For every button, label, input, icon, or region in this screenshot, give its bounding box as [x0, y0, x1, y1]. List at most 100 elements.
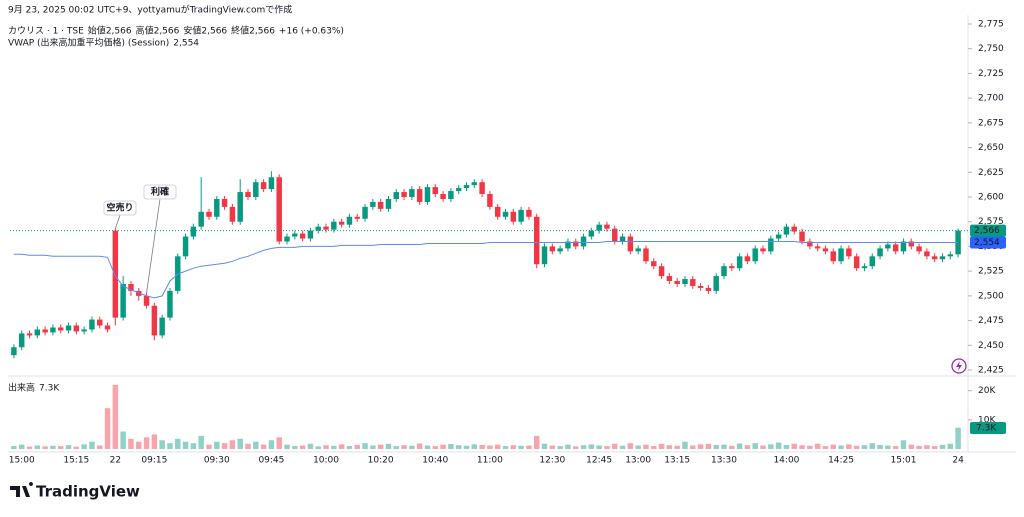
volume-bar — [463, 445, 470, 449]
volume-bar — [409, 445, 415, 449]
volume-bar — [604, 446, 610, 449]
volume-bar — [159, 440, 165, 449]
candle-body — [768, 238, 774, 252]
candle-body — [128, 283, 134, 291]
y-tick-label: 2,450 — [978, 341, 1004, 351]
volume-bar — [526, 445, 532, 449]
candle-body — [42, 329, 48, 333]
candle-body — [791, 226, 797, 232]
volume-bar — [924, 445, 930, 449]
volume-bar — [362, 443, 368, 449]
volume-bar — [916, 445, 922, 449]
candle-body — [268, 177, 275, 190]
candle-body — [299, 233, 306, 239]
legend-change: +16 (+0.63%) — [279, 27, 344, 37]
vwap-legend-value: 2,554 — [173, 39, 199, 49]
candle-body — [705, 287, 712, 291]
candle-body — [57, 327, 64, 331]
caption: 9月 23, 2025 00:02 UTC+9、yottyamuがTrading… — [8, 4, 292, 16]
volume-bar — [11, 446, 17, 449]
volume-bar — [791, 443, 797, 449]
volume-bar — [596, 445, 602, 449]
x-tick-label: 15:15 — [63, 456, 89, 466]
volume-legend-value: 7.3K — [39, 384, 60, 394]
candle-body — [377, 201, 384, 209]
candle-body — [822, 248, 829, 252]
legend-field: 安値 — [183, 25, 201, 37]
candle-body — [814, 246, 821, 249]
volume-bar — [260, 444, 267, 449]
candle-body — [221, 198, 228, 207]
x-tick-label: 12:45 — [586, 456, 612, 466]
volume-bar — [502, 446, 509, 449]
y-tick-label: 2,600 — [978, 193, 1004, 203]
volume-bar — [393, 446, 399, 449]
candle-body — [760, 248, 766, 252]
volume-bar — [947, 443, 954, 449]
candle-body — [690, 279, 696, 286]
candle-body — [18, 333, 25, 348]
volume-bar — [635, 445, 641, 449]
volume-bar — [206, 444, 212, 449]
volume-bar — [690, 445, 696, 449]
x-tick-label: 10:20 — [368, 456, 394, 466]
annotation-text: 利確 — [150, 186, 169, 198]
volume-bar — [533, 435, 540, 449]
candle-body — [331, 221, 337, 230]
vwap-line — [13, 241, 959, 299]
vwap-legend: VWAP (出来高加重平均価格) (Session) — [8, 37, 169, 49]
candle-body — [526, 209, 532, 217]
volume-bar — [57, 446, 64, 449]
candle-body — [573, 241, 579, 247]
candle-body — [354, 216, 360, 219]
candle-body — [401, 192, 407, 197]
candle-body — [838, 248, 844, 262]
volume-bar — [955, 427, 961, 449]
candle-body — [643, 248, 649, 262]
volume-bar — [619, 445, 626, 449]
volume-bar — [120, 431, 126, 449]
candle-body — [713, 276, 719, 291]
x-tick-label: 09:15 — [141, 456, 167, 466]
candle-body — [260, 182, 267, 190]
volume-bar — [768, 444, 774, 449]
volume-bar — [892, 446, 899, 449]
volume-bar — [214, 441, 220, 449]
x-tick-label: 15:00 — [9, 456, 35, 466]
candle-body — [112, 230, 119, 318]
candle-body — [596, 224, 602, 231]
volume-bar — [900, 440, 907, 449]
candle-body — [143, 295, 150, 306]
candle-body — [877, 248, 883, 257]
candle-body — [416, 189, 423, 202]
volume-bar — [401, 445, 407, 449]
candle-body — [775, 234, 782, 239]
volume-bar — [557, 446, 563, 449]
alert-icon[interactable] — [951, 358, 967, 374]
legend-field: 始値 — [88, 25, 106, 37]
volume-bar — [869, 443, 875, 449]
candle-body — [440, 194, 446, 199]
x-tick-label: 10:40 — [422, 456, 448, 466]
candle-body — [245, 192, 251, 197]
volume-bar — [143, 437, 150, 449]
candle-body — [276, 177, 282, 242]
volume-bar — [97, 445, 103, 449]
logo-mark — [10, 482, 34, 497]
candle-body — [721, 266, 727, 277]
candle-body — [604, 224, 610, 229]
candle-body — [11, 347, 17, 356]
candle-body — [385, 198, 392, 209]
volume-bar — [541, 443, 548, 449]
volume-bar — [34, 445, 41, 449]
volume-bar — [448, 444, 454, 449]
volume-bar — [807, 445, 813, 449]
candle-body — [362, 206, 368, 219]
x-tick-label: 10:00 — [313, 456, 339, 466]
x-tick-label: 13:15 — [664, 456, 690, 466]
volume-bar — [338, 444, 345, 449]
volume-bar — [128, 438, 134, 449]
candle-body — [588, 230, 595, 237]
y-tick-label: 2,625 — [978, 168, 1004, 178]
legend-symbol: カウリス · 1 · TSE — [8, 26, 84, 37]
